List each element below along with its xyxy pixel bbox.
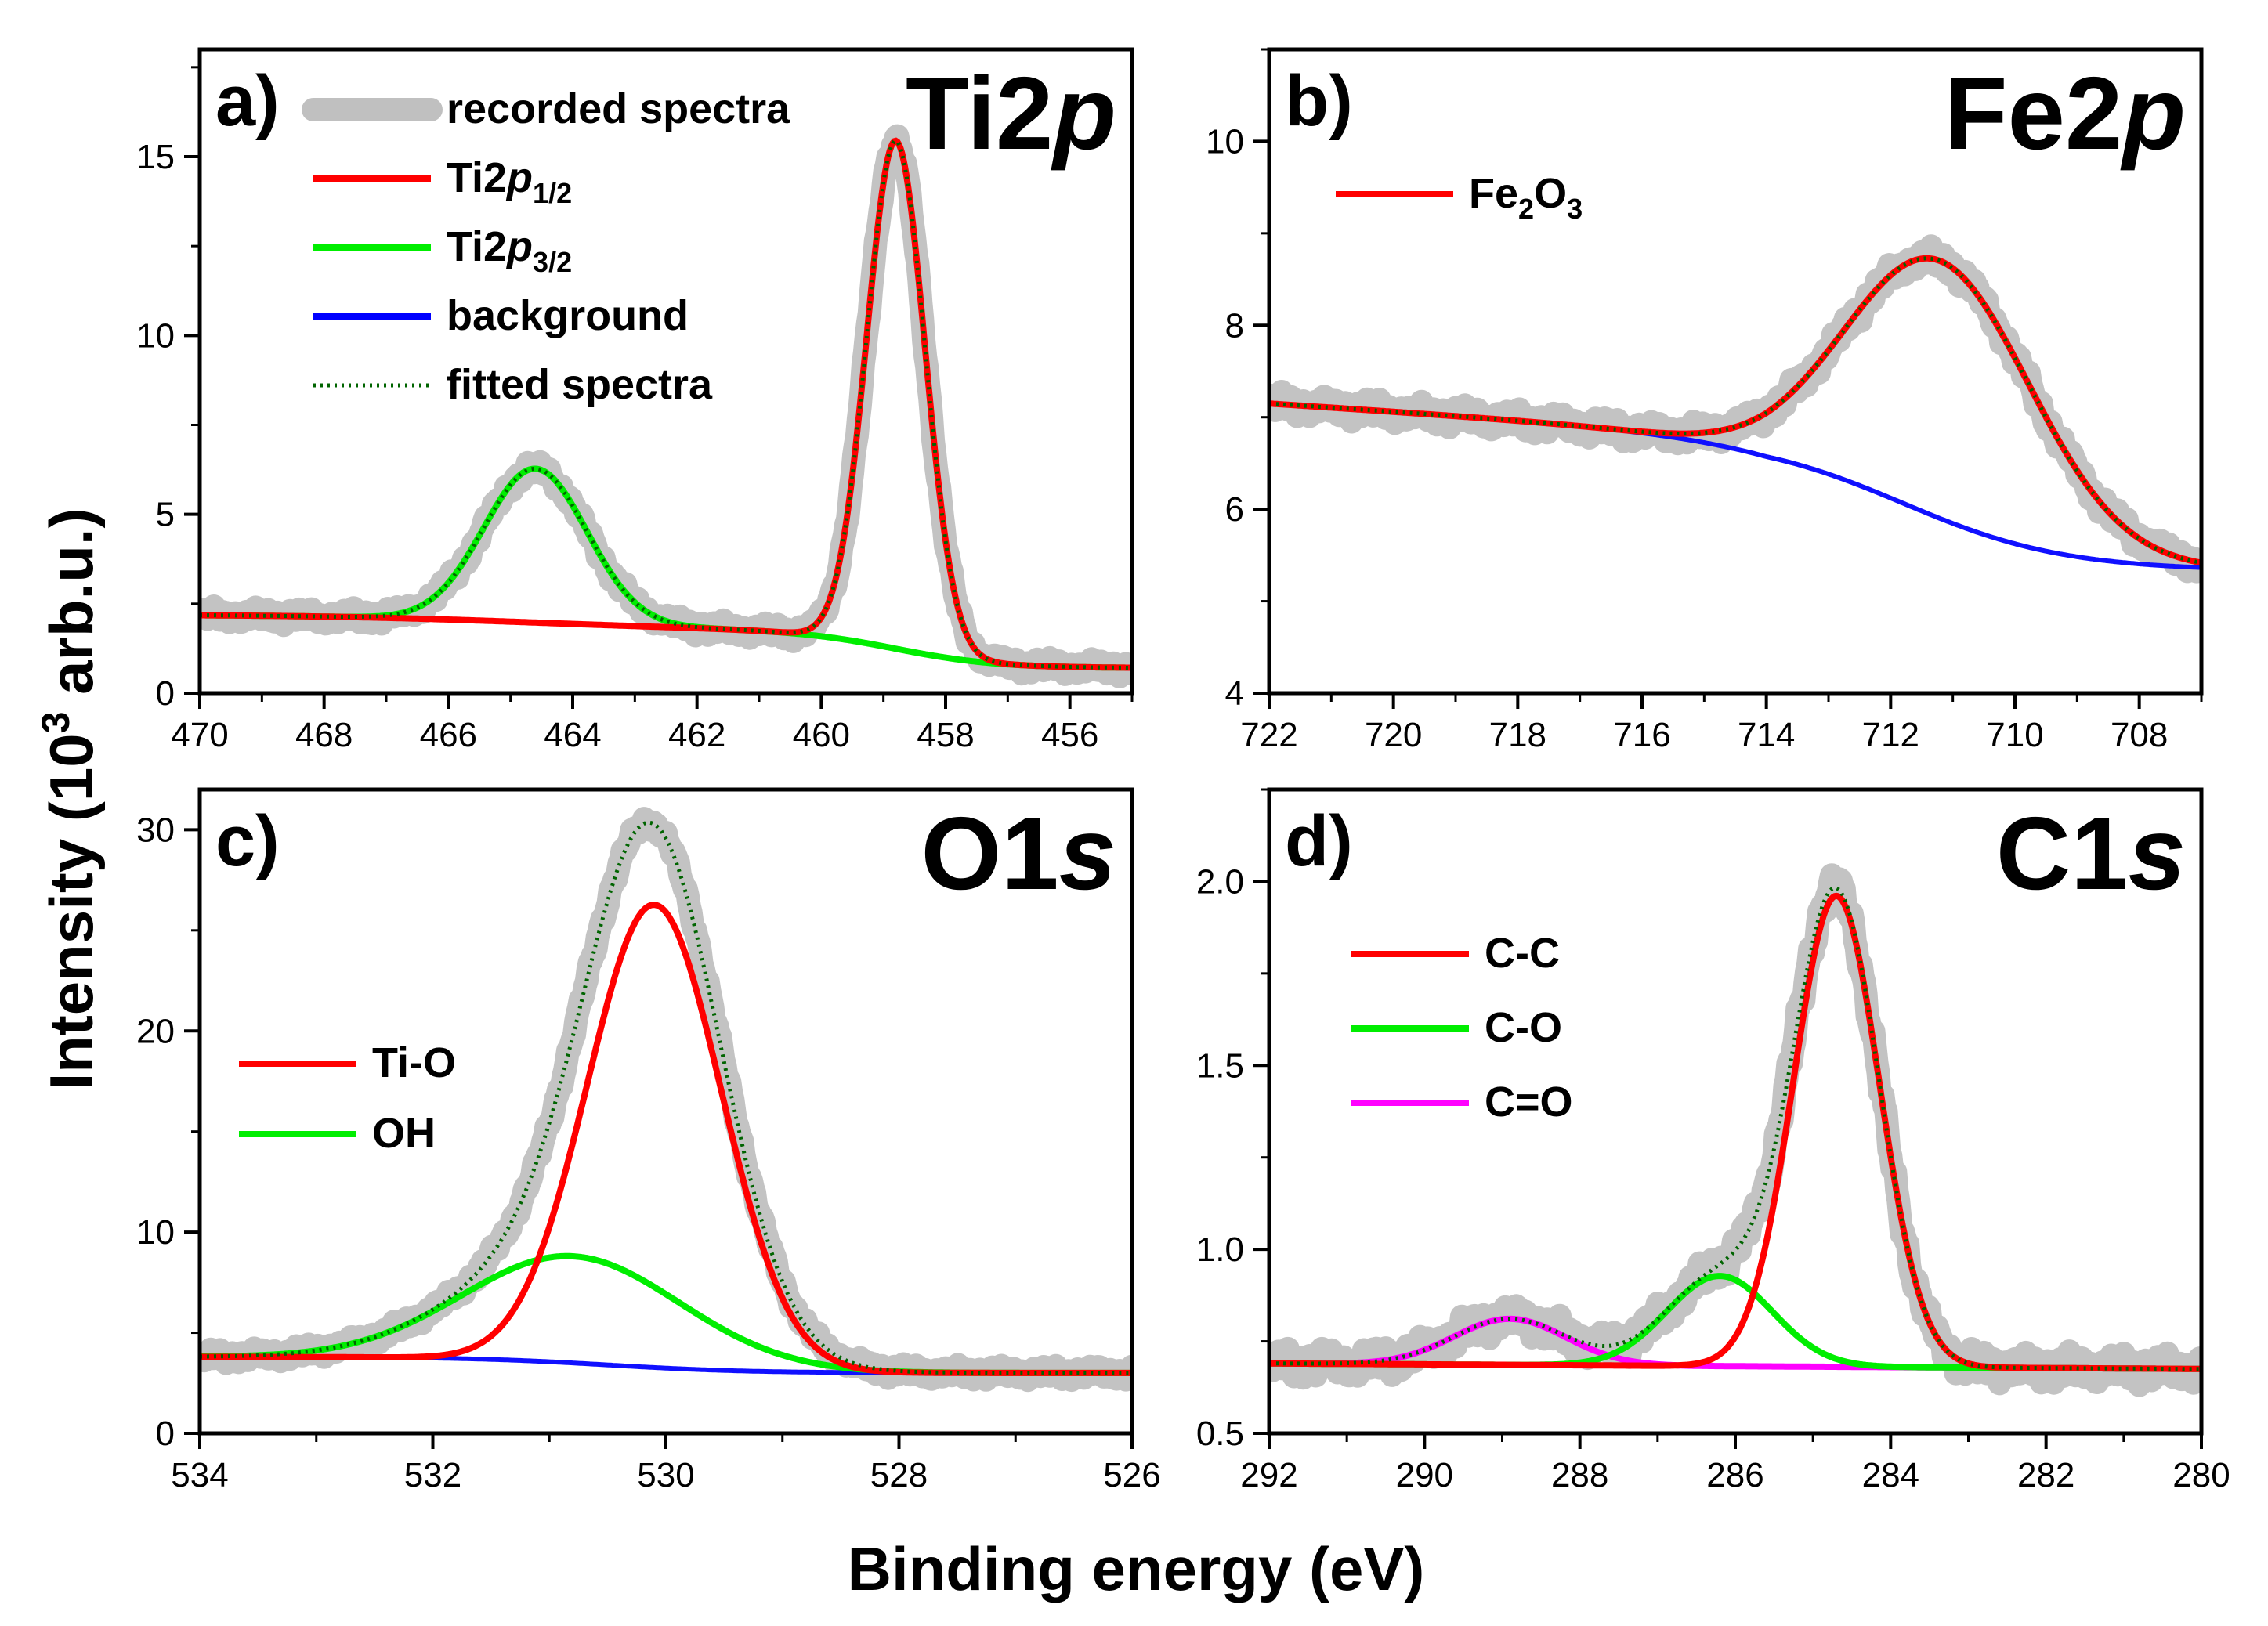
y-tick-label: 15: [136, 138, 175, 176]
x-tick-label: 464: [544, 716, 601, 754]
y-tick-label: 10: [1206, 122, 1244, 161]
fitted-spectra-line: [1269, 256, 2201, 565]
x-tick-label: 284: [1862, 1456, 1919, 1494]
legend-label-recorded: recorded spectra: [447, 85, 790, 132]
panel-letter: a): [215, 61, 280, 141]
x-tick-label: 720: [1365, 716, 1422, 754]
panel-title: O1s: [921, 796, 1116, 911]
legend: Fe2O3: [1336, 170, 1583, 225]
x-tick-label: 526: [1103, 1456, 1160, 1494]
legend-label-bg: background: [447, 292, 689, 339]
y-tick-label: 20: [136, 1012, 175, 1050]
x-tick-label: 468: [295, 716, 353, 754]
panel-title: Fe2p: [1944, 56, 2186, 171]
x-tick-label: 708: [2111, 716, 2168, 754]
x-tick-label: 462: [668, 716, 725, 754]
panel-c: 534 532 530 528 526 0 10 20 30 c) O1s Ti-O OH: [136, 787, 1161, 1494]
x-tick-label: 710: [1986, 716, 2043, 754]
x-tick-label: 292: [1240, 1456, 1297, 1494]
legend: recorded spectra Ti2p1/2 Ti2p3/2 background…: [302, 85, 790, 408]
panel-d: 292 290 288 286 284 282 280 0.5 1.0 1.5 2.0 d) C1s C-…: [1196, 787, 2230, 1494]
y-tick-label: 4: [1225, 674, 1244, 713]
x-tick-label: 714: [1738, 716, 1795, 754]
x-axis-title: Binding energy (eV): [848, 1534, 1425, 1603]
legend-label-tio: Ti-O: [372, 1039, 456, 1086]
x-tick-label: 718: [1489, 716, 1546, 754]
legend-label-ti32: Ti2p3/2: [447, 223, 572, 278]
panel-b: 722 720 718 716 714 712 710 708 4 6 8 10 b) Fe2p Fe2O3: [1206, 47, 2204, 754]
y-tick-label: 5: [156, 496, 175, 534]
x-tick-label: 716: [1613, 716, 1670, 754]
x-tick-label: 532: [404, 1456, 461, 1494]
y-tick-label: 1.5: [1196, 1046, 1244, 1085]
y-tick-label: 0: [156, 674, 175, 713]
fitted-spectra-line: [200, 820, 1132, 1375]
legend-label-fe2o3: Fe2O3: [1469, 170, 1583, 225]
panel-letter: d): [1285, 801, 1353, 881]
plot-frame: [197, 47, 1134, 696]
x-tick-label: 282: [2017, 1456, 2074, 1494]
peak-line-ti-o: [200, 902, 1132, 1376]
y-tick-label: 30: [136, 811, 175, 849]
legend-label-co: C-O: [1485, 1004, 1562, 1051]
x-tick-label: 286: [1706, 1456, 1763, 1494]
y-tick-label: 10: [136, 316, 175, 355]
peak-line-c-c: [1269, 892, 2201, 1372]
panel-a: 470 468 466 464 462 460 458 456 0 5 10 15 a) Ti2p reco…: [136, 47, 1134, 754]
panel-title: Ti2p: [906, 56, 1116, 171]
y-tick-label: 1.0: [1196, 1230, 1244, 1269]
legend-label-ti12: Ti2p1/2: [447, 154, 572, 209]
x-tick-label: 712: [1862, 716, 1919, 754]
x-tick-label: 466: [420, 716, 477, 754]
y-tick-label: 0.5: [1196, 1415, 1244, 1453]
y-tick-label: 8: [1225, 306, 1244, 345]
legend: Ti-O OH: [239, 1039, 456, 1157]
recorded-spectra-line: [1269, 234, 2201, 584]
x-tick-label: 470: [171, 716, 228, 754]
x-tick-label: 722: [1240, 716, 1297, 754]
x-tick-label: 528: [870, 1456, 928, 1494]
legend-label-fit: fitted spectra: [447, 361, 713, 408]
y-tick-label: 6: [1225, 490, 1244, 529]
legend-label-c2o: C=O: [1485, 1079, 1573, 1126]
fitted-spectra-line: [1269, 885, 2201, 1371]
legend-label-cc: C-C: [1485, 930, 1560, 977]
x-tick-label: 530: [637, 1456, 694, 1494]
panel-letter: b): [1285, 61, 1353, 141]
x-tick-label: 280: [2172, 1456, 2230, 1494]
x-tick-label: 456: [1041, 716, 1098, 754]
x-tick-label: 534: [171, 1456, 228, 1494]
legend-label-oh: OH: [372, 1110, 436, 1157]
legend: C-C C-O C=O: [1351, 930, 1573, 1126]
x-tick-label: 288: [1551, 1456, 1608, 1494]
y-axis-title: Intensity (103 arb.u.): [34, 508, 106, 1090]
panel-letter: c): [215, 801, 280, 881]
x-tick-label: 460: [793, 716, 850, 754]
plot-frame: [1267, 47, 2204, 696]
peak-line-ti2p1-2: [200, 465, 1132, 671]
y-tick-label: 10: [136, 1213, 175, 1252]
x-tick-label: 290: [1396, 1456, 1453, 1494]
x-tick-label: 458: [917, 716, 974, 754]
y-tick-label: 0: [156, 1415, 175, 1453]
panel-title: C1s: [1996, 796, 2186, 911]
fitted-spectra-line: [200, 139, 1132, 670]
y-tick-label: 2.0: [1196, 862, 1244, 901]
